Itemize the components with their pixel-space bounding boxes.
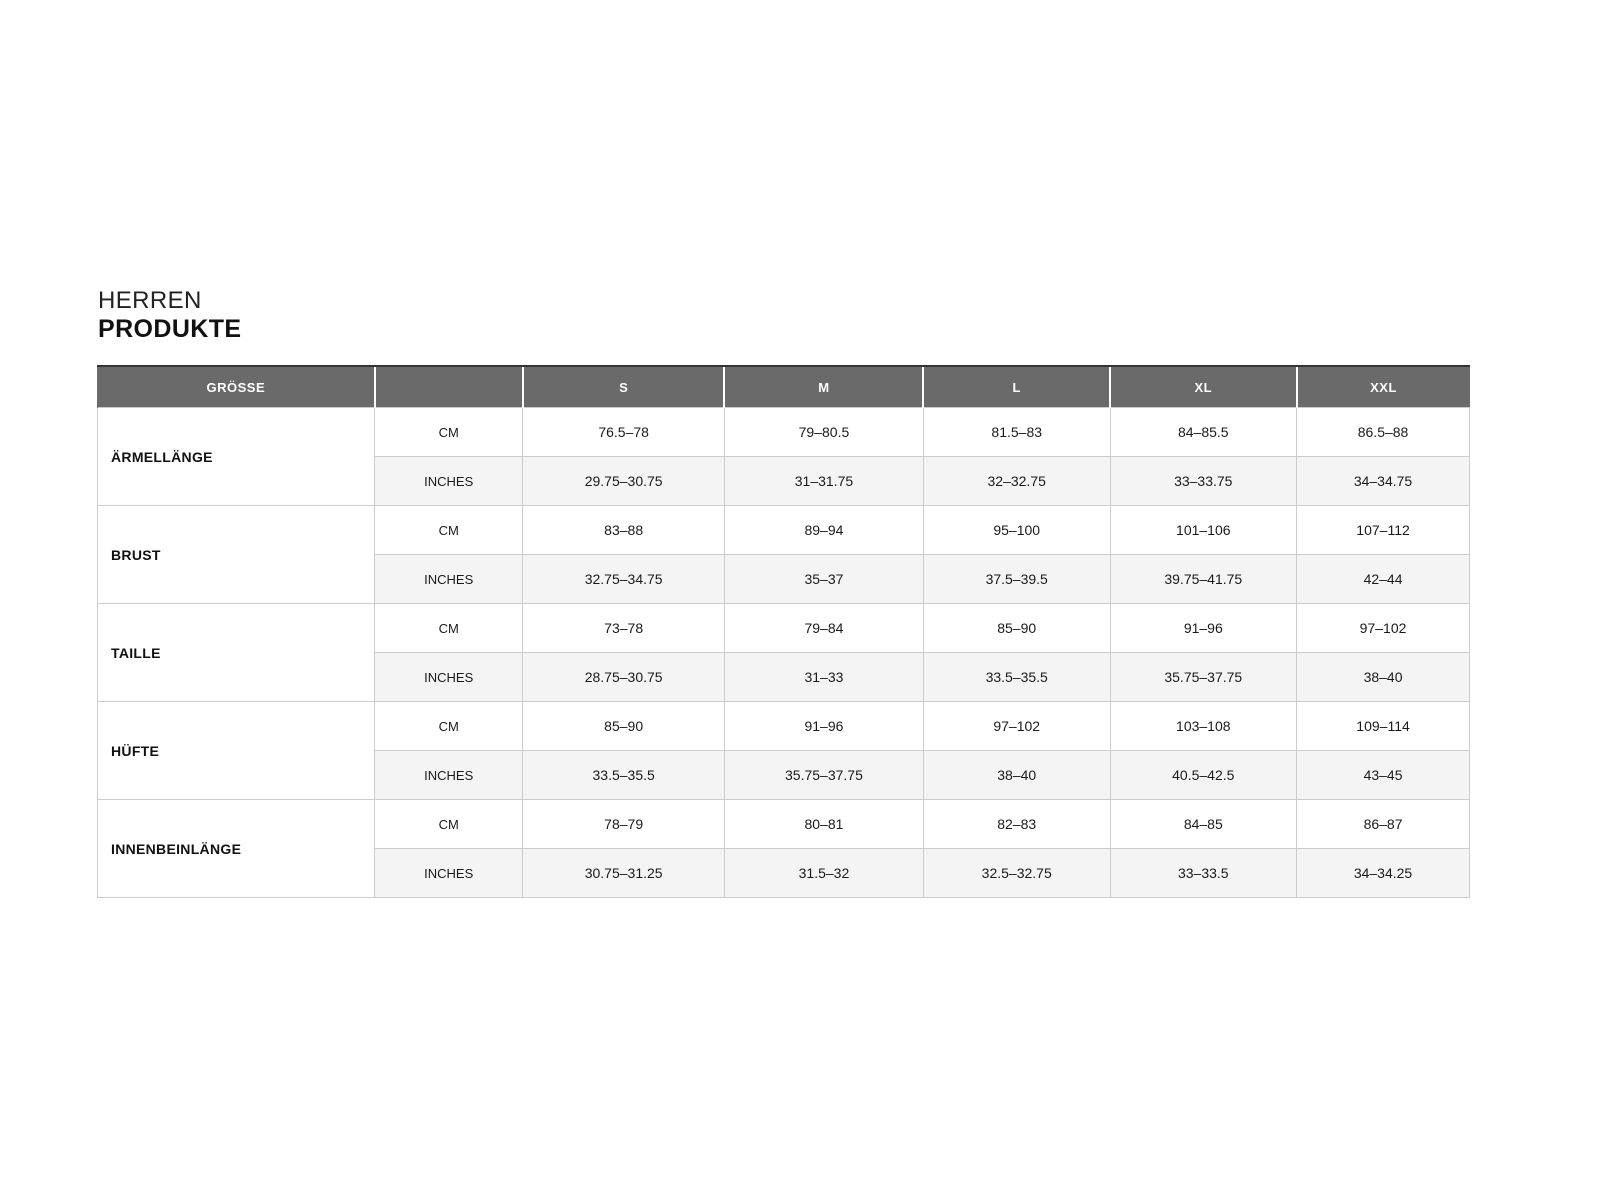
value-cell: 103–108 [1109, 701, 1298, 751]
value-cell: 30.75–31.25 [522, 848, 725, 898]
value-cell: 35–37 [723, 554, 924, 604]
page-title-products: PRODUKTE [98, 314, 242, 343]
value-cell: 37.5–39.5 [922, 554, 1111, 604]
measurement-label-aermellaenge: ÄRMELLÄNGE [96, 407, 376, 506]
value-cell: 79–80.5 [723, 407, 924, 457]
value-cell: 39.75–41.75 [1109, 554, 1298, 604]
value-cell: 29.75–30.75 [522, 456, 725, 506]
value-cell: 82–83 [922, 799, 1111, 849]
value-cell: 33.5–35.5 [922, 652, 1111, 702]
page-title-category: HERREN [98, 287, 202, 314]
table-row: INCHES 33.5–35.5 35.75–37.75 38–40 40.5–… [98, 750, 1470, 800]
header-size-s: S [521, 365, 725, 408]
value-cell: 33.5–35.5 [522, 750, 725, 800]
unit-label-cm: CM [374, 407, 524, 457]
measurement-label-taille: TAILLE [96, 603, 376, 702]
table-row: BRUST CM 83–88 89–94 95–100 101–106 107–… [96, 505, 1470, 604]
value-cell: 35.75–37.75 [1109, 652, 1298, 702]
value-cell: 97–102 [1296, 603, 1470, 653]
value-cell: 95–100 [922, 505, 1111, 555]
value-cell: 33–33.75 [1109, 456, 1298, 506]
value-cell: 38–40 [1296, 652, 1470, 702]
unit-label-cm: CM [374, 701, 524, 751]
table-row: TAILLE CM 73–78 79–84 85–90 91–96 97–102 [96, 603, 1470, 702]
value-cell: 40.5–42.5 [1109, 750, 1298, 800]
value-cell: 76.5–78 [522, 407, 725, 457]
value-cell: 35.75–37.75 [723, 750, 924, 800]
table-header-row: GRÖSSE S M L XL XXL [96, 365, 1470, 408]
unit-label-inches: INCHES [374, 652, 524, 702]
value-cell: 101–106 [1109, 505, 1298, 555]
header-unit-column [373, 365, 523, 408]
table-row: HÜFTE CM 85–90 91–96 97–102 103–108 109–… [96, 701, 1470, 800]
value-cell: 86–87 [1296, 799, 1470, 849]
value-cell: 38–40 [922, 750, 1111, 800]
value-cell: 85–90 [922, 603, 1111, 653]
value-cell: 109–114 [1296, 701, 1470, 751]
size-chart-table: GRÖSSE S M L XL XXL ÄRMELLÄNGE CM 76.5–7… [96, 365, 1470, 898]
header-size-label: GRÖSSE [96, 365, 375, 408]
table-row: INNENBEINLÄNGE CM 78–79 80–81 82–83 84–8… [96, 799, 1470, 898]
value-cell: 31–33 [723, 652, 924, 702]
value-cell: 81.5–83 [922, 407, 1111, 457]
table-row: INCHES 29.75–30.75 31–31.75 32–32.75 33–… [98, 456, 1470, 506]
unit-label-inches: INCHES [374, 848, 524, 898]
value-cell: 73–78 [522, 603, 725, 653]
value-cell: 97–102 [922, 701, 1111, 751]
value-cell: 32–32.75 [922, 456, 1111, 506]
value-cell: 34–34.75 [1296, 456, 1470, 506]
value-cell: 91–96 [1109, 603, 1298, 653]
value-cell: 107–112 [1296, 505, 1470, 555]
unit-label-cm: CM [374, 603, 524, 653]
value-cell: 32.75–34.75 [522, 554, 725, 604]
value-cell: 91–96 [723, 701, 924, 751]
value-cell: 80–81 [723, 799, 924, 849]
value-cell: 89–94 [723, 505, 924, 555]
value-cell: 83–88 [522, 505, 725, 555]
value-cell: 31–31.75 [723, 456, 924, 506]
table-row: INCHES 28.75–30.75 31–33 33.5–35.5 35.75… [98, 652, 1470, 702]
measurement-label-innenbeinlaenge: INNENBEINLÄNGE [96, 799, 376, 898]
value-cell: 34–34.25 [1296, 848, 1470, 898]
value-cell: 33–33.5 [1109, 848, 1298, 898]
unit-label-inches: INCHES [374, 456, 524, 506]
value-cell: 84–85 [1109, 799, 1298, 849]
value-cell: 32.5–32.75 [922, 848, 1111, 898]
unit-label-inches: INCHES [374, 750, 524, 800]
value-cell: 43–45 [1296, 750, 1470, 800]
header-size-m: M [723, 365, 924, 408]
value-cell: 84–85.5 [1109, 407, 1298, 457]
unit-label-cm: CM [374, 505, 524, 555]
table-row: INCHES 30.75–31.25 31.5–32 32.5–32.75 33… [98, 848, 1470, 898]
value-cell: 28.75–30.75 [522, 652, 725, 702]
page-title: HERREN PRODUKTE [98, 287, 242, 343]
value-cell: 78–79 [522, 799, 725, 849]
value-cell: 86.5–88 [1296, 407, 1470, 457]
value-cell: 31.5–32 [723, 848, 924, 898]
value-cell: 85–90 [522, 701, 725, 751]
value-cell: 42–44 [1296, 554, 1470, 604]
header-size-xl: XL [1109, 365, 1297, 408]
table-row: ÄRMELLÄNGE CM 76.5–78 79–80.5 81.5–83 84… [96, 407, 1470, 506]
measurement-label-brust: BRUST [96, 505, 376, 604]
header-size-l: L [922, 365, 1110, 408]
unit-label-cm: CM [374, 799, 524, 849]
value-cell: 79–84 [723, 603, 924, 653]
unit-label-inches: INCHES [374, 554, 524, 604]
header-size-xxl: XXL [1295, 365, 1470, 408]
table-row: INCHES 32.75–34.75 35–37 37.5–39.5 39.75… [98, 554, 1470, 604]
measurement-label-huefte: HÜFTE [96, 701, 376, 800]
